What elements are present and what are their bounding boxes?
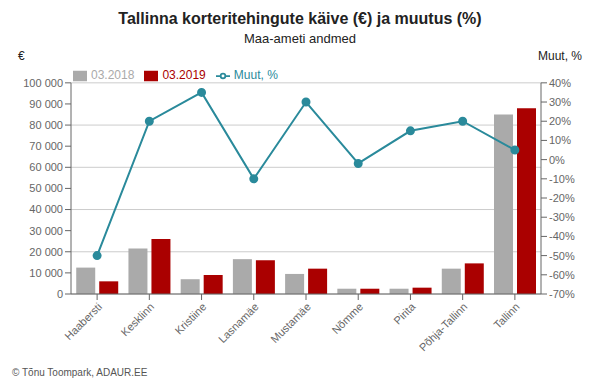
svg-text:Pirita: Pirita bbox=[391, 300, 418, 327]
svg-text:Lasnamäe: Lasnamäe bbox=[216, 300, 261, 345]
svg-text:40 000: 40 000 bbox=[29, 203, 63, 215]
svg-text:Haabersti: Haabersti bbox=[62, 300, 104, 342]
svg-text:20%: 20% bbox=[549, 115, 571, 127]
svg-text:0: 0 bbox=[57, 288, 63, 300]
svg-text:30 000: 30 000 bbox=[29, 225, 63, 237]
svg-text:90 000: 90 000 bbox=[29, 98, 63, 110]
svg-text:10 000: 10 000 bbox=[29, 267, 63, 279]
svg-text:-10%: -10% bbox=[549, 173, 575, 185]
svg-text:100 000: 100 000 bbox=[23, 77, 63, 89]
svg-text:-50%: -50% bbox=[549, 250, 575, 262]
svg-text:-70%: -70% bbox=[549, 288, 575, 300]
svg-text:30%: 30% bbox=[549, 96, 571, 108]
svg-text:-60%: -60% bbox=[549, 269, 575, 281]
svg-text:20 000: 20 000 bbox=[29, 246, 63, 258]
svg-text:50 000: 50 000 bbox=[29, 182, 63, 194]
svg-text:0%: 0% bbox=[549, 154, 565, 166]
svg-text:10%: 10% bbox=[549, 134, 571, 146]
svg-text:Kristiine: Kristiine bbox=[172, 300, 208, 336]
svg-text:60 000: 60 000 bbox=[29, 161, 63, 173]
svg-text:Nõmme: Nõmme bbox=[329, 300, 365, 336]
svg-text:80 000: 80 000 bbox=[29, 119, 63, 131]
svg-text:Mustamäe: Mustamäe bbox=[268, 300, 313, 345]
svg-text:40%: 40% bbox=[549, 77, 571, 89]
svg-text:-40%: -40% bbox=[549, 230, 575, 242]
html-text:03.2019: 03.2019 bbox=[162, 68, 206, 82]
html-text:Tallinna korteritehingute käiv: Tallinna korteritehingute käive (€) ja m… bbox=[118, 10, 482, 27]
svg-text:-30%: -30% bbox=[549, 211, 575, 223]
html-text:03.2018: 03.2018 bbox=[91, 68, 135, 82]
svg-text:Põhja-Tallinn: Põhja-Tallinn bbox=[417, 300, 470, 353]
html-text:© Tõnu Toompark, ADAUR.EE: © Tõnu Toompark, ADAUR.EE bbox=[12, 367, 148, 378]
html-text:Maa-ameti andmed: Maa-ameti andmed bbox=[244, 31, 356, 46]
html-text:Muut, %: Muut, % bbox=[538, 49, 582, 63]
svg-text:-20%: -20% bbox=[549, 192, 575, 204]
svg-text:70 000: 70 000 bbox=[29, 140, 63, 152]
svg-text:Tallinn: Tallinn bbox=[491, 300, 522, 331]
svg-text:Kesklinn: Kesklinn bbox=[118, 300, 156, 338]
html-text:Muut, %: Muut, % bbox=[233, 68, 278, 82]
